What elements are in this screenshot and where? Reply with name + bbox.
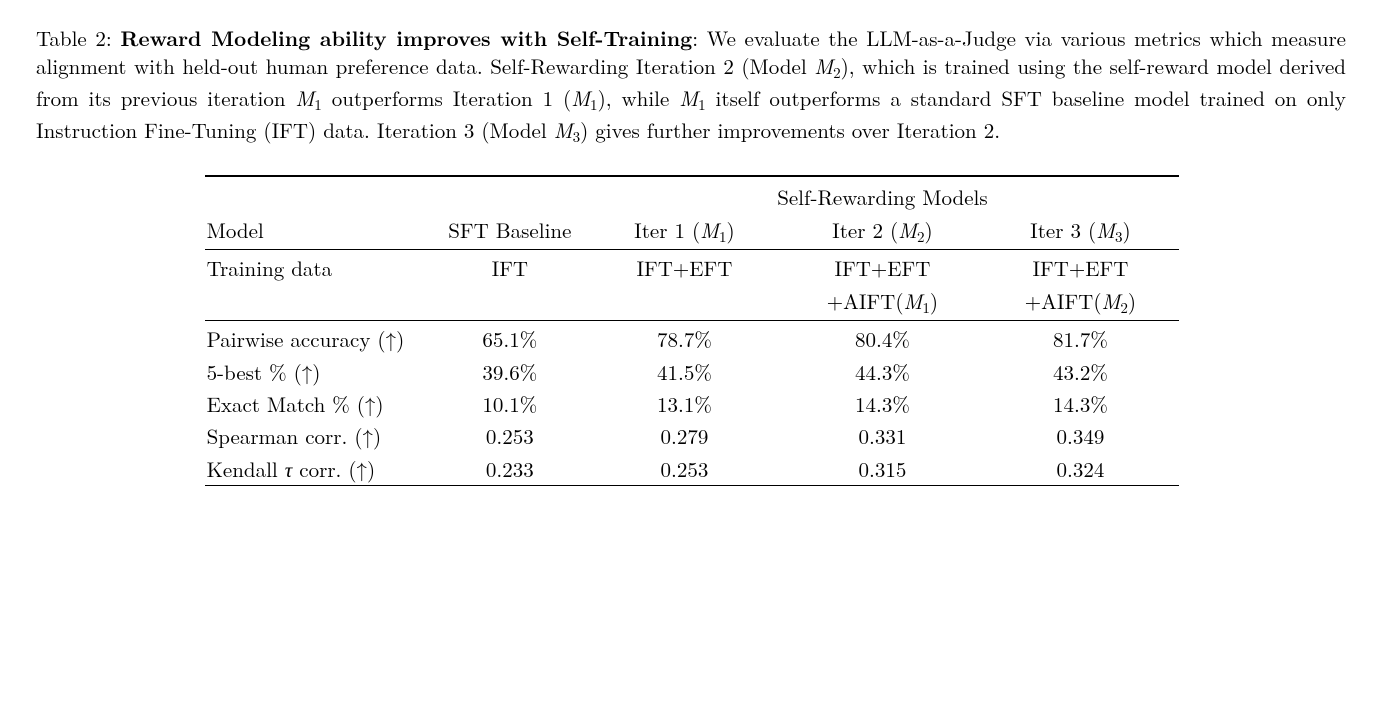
table-row: Spearman corr. (↑) 0.253 0.279 0.331 0.3…: [205, 420, 1180, 452]
training-c1: IFT: [434, 250, 585, 285]
training-c3a: IFT+EFT: [783, 250, 981, 285]
cell: 0.233: [434, 453, 585, 486]
training-c3b: +AIFT(M1): [783, 285, 981, 321]
header-empty: [205, 176, 435, 213]
header-iter3-post: ): [1123, 215, 1131, 245]
metric-label: Spearman corr. (↑): [205, 420, 435, 452]
metric-label: 5-best % (↑): [205, 356, 435, 388]
model-m1a: M: [295, 83, 314, 113]
cell: 65.1%: [434, 321, 585, 356]
header-iter2-m: M: [898, 215, 917, 245]
training-c3b-m: M: [904, 286, 923, 316]
cell: 0.349: [981, 420, 1179, 452]
training-c3b-pre: +AIFT(: [827, 286, 904, 316]
header-model: Model: [205, 214, 435, 250]
header-iter3: Iter 3 (M3): [981, 214, 1179, 250]
model-m1c: M: [679, 83, 698, 113]
cell: 0.331: [783, 420, 981, 452]
training-c4b-pre: +AIFT(: [1025, 286, 1102, 316]
model-m2-sub: 2: [833, 63, 841, 84]
header-iter1-m: M: [700, 215, 719, 245]
training-c4b-m: M: [1102, 286, 1121, 316]
metric-label: Kendall τ corr. (↑): [205, 453, 435, 486]
model-m1c-sub: 1: [698, 94, 706, 115]
cell: 43.2%: [981, 356, 1179, 388]
training-c4a: IFT+EFT: [981, 250, 1179, 285]
training-c2: IFT+EFT: [585, 250, 783, 285]
header-iter1: Iter 1 (M1): [585, 214, 783, 250]
header-iter2-s: 2: [917, 226, 925, 247]
metric-label-post: corr. (↑): [292, 454, 375, 484]
header-iter1-post: ): [727, 215, 735, 245]
caption-title: Reward Modeling ability improves with Se…: [120, 23, 692, 53]
cell: 0.324: [981, 453, 1179, 486]
caption-body-4: ), while: [598, 83, 680, 113]
cell: 14.3%: [981, 388, 1179, 420]
training-c3b-post: ): [930, 286, 938, 316]
results-table: Self-Rewarding Models Model SFT Baseline…: [205, 175, 1180, 486]
header-iter1-s: 1: [719, 226, 727, 247]
cell: 14.3%: [783, 388, 981, 420]
cell: 41.5%: [585, 356, 783, 388]
training-label: Training data: [205, 250, 435, 285]
header-sft: SFT Baseline: [434, 214, 585, 250]
cell: 44.3%: [783, 356, 981, 388]
model-m3-sub: 3: [573, 126, 581, 147]
model-m2: M: [814, 51, 833, 81]
table-row: Pairwise accuracy (↑) 65.1% 78.7% 80.4% …: [205, 321, 1180, 356]
model-m1b: M: [571, 83, 590, 113]
cell: 80.4%: [783, 321, 981, 356]
training-c4b-s: 2: [1120, 297, 1128, 318]
header-iter1-pre: Iter 1 (: [634, 215, 700, 245]
cell: 0.253: [434, 420, 585, 452]
header-iter2: Iter 2 (M2): [783, 214, 981, 250]
cell: 10.1%: [434, 388, 585, 420]
empty: [434, 285, 585, 321]
cell: 0.253: [585, 453, 783, 486]
table-row: Kendall τ corr. (↑) 0.233 0.253 0.315 0.…: [205, 453, 1180, 486]
metric-label-pre: Kendall: [207, 454, 285, 484]
header-iter3-s: 3: [1115, 226, 1123, 247]
cell: 78.7%: [585, 321, 783, 356]
header-iter3-m: M: [1096, 215, 1115, 245]
model-m1b-sub: 1: [590, 94, 598, 115]
header-iter2-post: ): [925, 215, 933, 245]
header-group: Self-Rewarding Models: [585, 176, 1179, 213]
caption-label: Table 2:: [36, 23, 112, 53]
cell: 0.279: [585, 420, 783, 452]
cell: 13.1%: [585, 388, 783, 420]
model-m3: M: [554, 115, 573, 145]
metric-label: Exact Match % (↑): [205, 388, 435, 420]
header-iter3-pre: Iter 3 (: [1030, 215, 1096, 245]
table-row: Exact Match % (↑) 10.1% 13.1% 14.3% 14.3…: [205, 388, 1180, 420]
cell: 81.7%: [981, 321, 1179, 356]
training-c3b-s: 1: [922, 297, 930, 318]
table-row: 5-best % (↑) 39.6% 41.5% 44.3% 43.2%: [205, 356, 1180, 388]
header-iter2-pre: Iter 2 (: [832, 215, 898, 245]
metric-label: Pairwise accuracy (↑): [205, 321, 435, 356]
cell: 0.315: [783, 453, 981, 486]
model-m1a-sub: 1: [314, 94, 322, 115]
caption-body-6: ) gives further improvements over Iterat…: [580, 115, 1000, 145]
training-c4b: +AIFT(M2): [981, 285, 1179, 321]
cell: 39.6%: [434, 356, 585, 388]
training-c4b-post: ): [1128, 286, 1136, 316]
empty: [585, 285, 783, 321]
caption-body-3: outperforms Iteration 1 (: [322, 83, 571, 113]
empty: [205, 285, 435, 321]
header-empty: [434, 176, 585, 213]
table-caption: Table 2: Reward Modeling ability improve…: [36, 24, 1346, 147]
